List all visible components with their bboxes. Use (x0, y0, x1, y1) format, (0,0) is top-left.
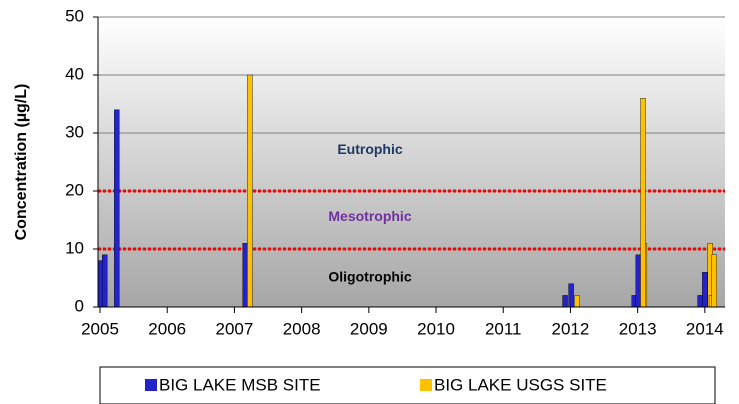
x-tick-label: 2011 (485, 319, 522, 338)
legend-label: BIG LAKE USGS SITE (434, 375, 607, 394)
plot-area (98, 17, 725, 307)
zone-label: Mesotrophic (328, 208, 411, 224)
legend-swatch (420, 379, 432, 391)
y-tick-label: 50 (65, 6, 84, 25)
y-tick-label: 30 (65, 122, 84, 141)
bar (114, 109, 120, 308)
bar (711, 254, 717, 308)
bar (562, 295, 568, 308)
x-tick-label: 2008 (283, 319, 321, 338)
bar (702, 272, 708, 308)
bar (102, 254, 108, 308)
x-tick-label: 2009 (350, 319, 388, 338)
bar (697, 295, 703, 308)
bar (635, 254, 642, 308)
x-tick-label: 2005 (81, 319, 119, 338)
x-tick-label: 2007 (216, 319, 254, 338)
bar (640, 97, 646, 308)
zone-label: Oligotrophic (328, 269, 411, 285)
x-tick-label: 2014 (686, 319, 724, 338)
bar (568, 283, 574, 308)
zone-label: Eutrophic (337, 141, 403, 157)
bar (247, 74, 253, 308)
bar (242, 242, 248, 308)
legend-swatch (145, 379, 157, 391)
y-axis-label: Concentration (µg/L) (13, 84, 30, 241)
y-tick-label: 40 (65, 64, 84, 83)
legend-label: BIG LAKE MSB SITE (159, 375, 321, 394)
y-tick-label: 10 (65, 238, 84, 257)
y-tick-label: 0 (75, 296, 84, 315)
x-tick-label: 2012 (552, 319, 590, 338)
bar (574, 295, 580, 308)
x-tick-label: 2013 (619, 319, 657, 338)
x-tick-label: 2006 (148, 319, 186, 338)
x-tick-label: 2010 (417, 319, 455, 338)
y-tick-label: 20 (65, 180, 84, 199)
legend (99, 366, 716, 404)
